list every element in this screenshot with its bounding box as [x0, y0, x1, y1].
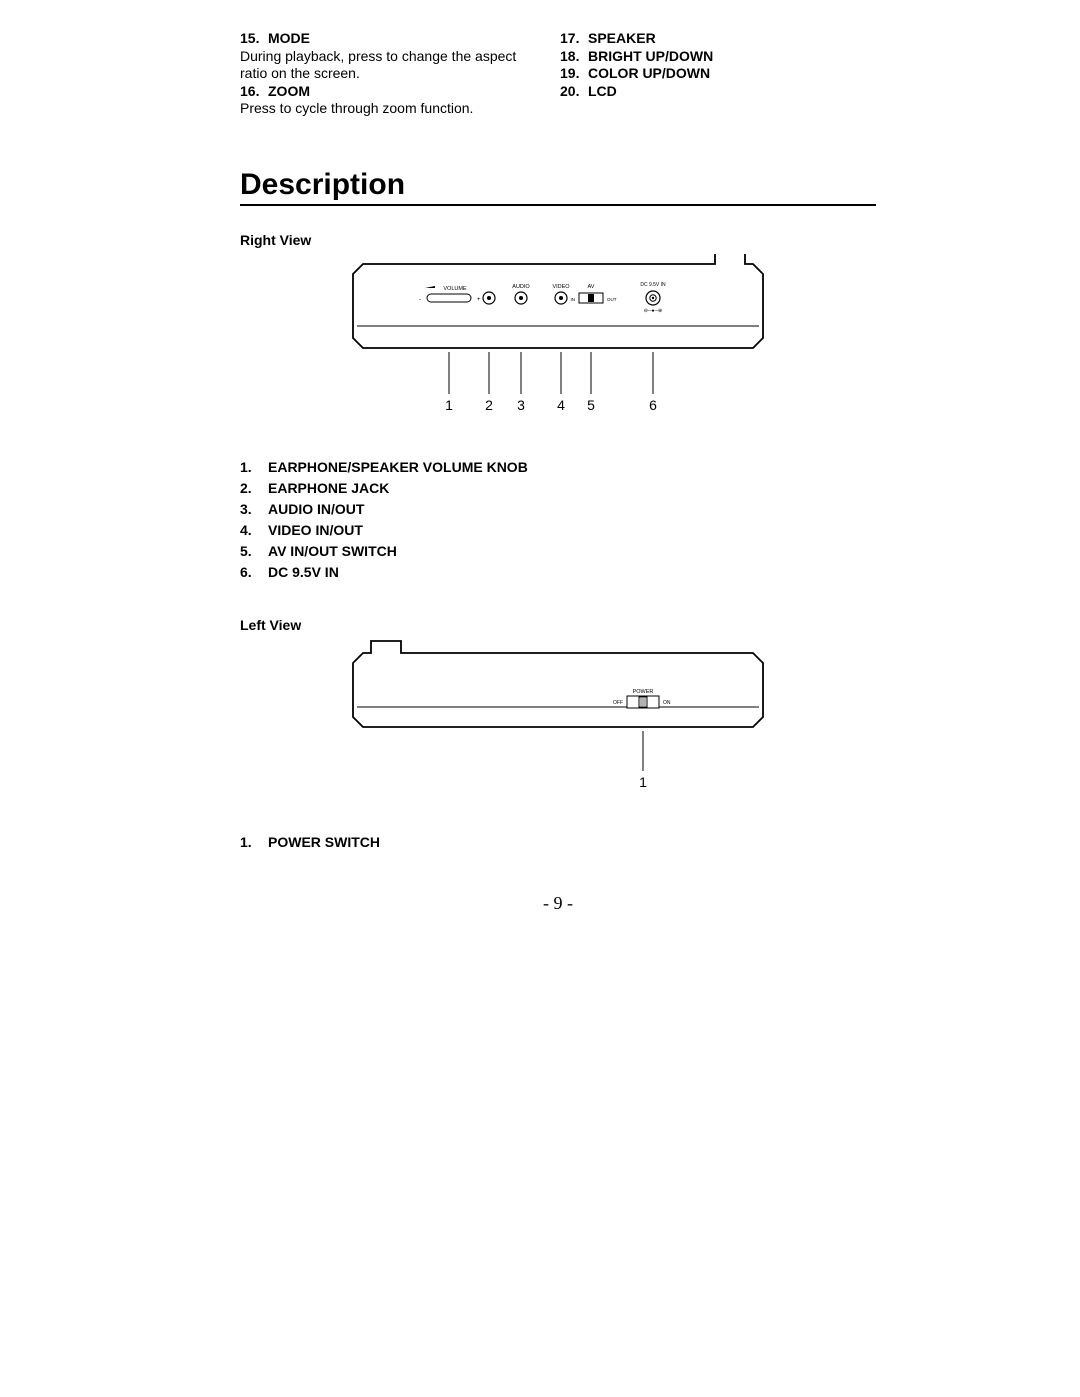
item-number: 3.: [240, 499, 268, 520]
item-number: 15.: [240, 30, 268, 48]
svg-text:+: +: [477, 297, 481, 303]
list-item: 1.EARPHONE/SPEAKER VOLUME KNOB: [240, 457, 876, 478]
content-area: 15. MODE During playback, press to chang…: [240, 30, 876, 914]
right-view-list: 1.EARPHONE/SPEAKER VOLUME KNOB 2.EARPHON…: [240, 457, 876, 583]
page-number: - 9 -: [240, 893, 876, 914]
svg-text:1: 1: [639, 774, 647, 790]
left-view-svg: POWER OFF ON 1: [328, 639, 788, 799]
item-number: 1.: [240, 457, 268, 478]
list-item: 1.POWER SWITCH: [240, 832, 876, 853]
item-18: 18.BRIGHT UP/DOWN: [560, 48, 850, 66]
item-number: 18.: [560, 48, 588, 66]
item-17: 17.SPEAKER: [560, 30, 850, 48]
top-columns: 15. MODE During playback, press to chang…: [240, 30, 876, 118]
svg-text:VIDEO: VIDEO: [552, 284, 570, 290]
svg-text:VOLUME: VOLUME: [443, 286, 467, 292]
item-15: 15. MODE: [240, 30, 530, 48]
svg-text:1: 1: [445, 397, 453, 413]
right-view-title: Right View: [240, 232, 876, 248]
list-item: 4.VIDEO IN/OUT: [240, 520, 876, 541]
svg-text:ON: ON: [663, 700, 671, 706]
left-view-title: Left View: [240, 617, 876, 633]
svg-text:OFF: OFF: [613, 700, 623, 706]
item-19: 19.COLOR UP/DOWN: [560, 65, 850, 83]
list-item: 6.DC 9.5V IN: [240, 562, 876, 583]
item-text: AUDIO IN/OUT: [268, 499, 364, 520]
item-number: 19.: [560, 65, 588, 83]
item-20: 20.LCD: [560, 83, 850, 101]
item-16-body: Press to cycle through zoom function.: [240, 100, 530, 118]
svg-text:6: 6: [649, 397, 657, 413]
item-number: 5.: [240, 541, 268, 562]
svg-text:2: 2: [485, 397, 493, 413]
svg-text:AV: AV: [588, 284, 595, 290]
item-number: 20.: [560, 83, 588, 101]
left-view-list: 1.POWER SWITCH: [240, 832, 876, 853]
item-number: 17.: [560, 30, 588, 48]
section-title: Description: [240, 168, 876, 206]
item-title: ZOOM: [268, 83, 310, 101]
manual-page: 15. MODE During playback, press to chang…: [0, 0, 1080, 1397]
svg-text:-: -: [419, 297, 421, 303]
item-text: VIDEO IN/OUT: [268, 520, 363, 541]
list-item: 5.AV IN/OUT SWITCH: [240, 541, 876, 562]
list-item: 2.EARPHONE JACK: [240, 478, 876, 499]
item-text: DC 9.5V IN: [268, 562, 339, 583]
svg-text:IN: IN: [571, 297, 576, 302]
item-title: LCD: [588, 83, 617, 101]
item-number: 1.: [240, 832, 268, 853]
svg-text:POWER: POWER: [633, 689, 654, 695]
list-item: 3.AUDIO IN/OUT: [240, 499, 876, 520]
item-number: 6.: [240, 562, 268, 583]
item-title: SPEAKER: [588, 30, 656, 48]
item-number: 16.: [240, 83, 268, 101]
item-text: EARPHONE JACK: [268, 478, 389, 499]
svg-text:DC 9.5V IN: DC 9.5V IN: [640, 282, 666, 288]
svg-text:AUDIO: AUDIO: [512, 284, 530, 290]
item-number: 4.: [240, 520, 268, 541]
item-15-body: During playback, press to change the asp…: [240, 48, 530, 83]
left-view-diagram: POWER OFF ON 1: [240, 639, 876, 804]
item-title: BRIGHT UP/DOWN: [588, 48, 713, 66]
item-16: 16. ZOOM: [240, 83, 530, 101]
top-right-column: 17.SPEAKER 18.BRIGHT UP/DOWN 19.COLOR UP…: [530, 30, 850, 118]
item-text: AV IN/OUT SWITCH: [268, 541, 397, 562]
svg-text:⊖─●─⊕: ⊖─●─⊕: [644, 308, 662, 314]
item-text: POWER SWITCH: [268, 832, 380, 853]
svg-text:4: 4: [557, 397, 565, 413]
item-text: EARPHONE/SPEAKER VOLUME KNOB: [268, 457, 528, 478]
item-title: MODE: [268, 30, 310, 48]
right-view-svg: - + VOLUME 1 2 AUDIO 3 VIDEO 4 AV IN OUT 5 DC 9.5V IN…: [328, 254, 788, 424]
right-view-diagram: - + VOLUME 1 2 AUDIO 3 VIDEO 4 AV IN OUT 5 DC 9.5V IN…: [240, 254, 876, 429]
svg-text:OUT: OUT: [607, 297, 617, 302]
svg-text:5: 5: [587, 397, 595, 413]
item-number: 2.: [240, 478, 268, 499]
top-left-column: 15. MODE During playback, press to chang…: [240, 30, 530, 118]
item-title: COLOR UP/DOWN: [588, 65, 710, 83]
svg-text:3: 3: [517, 397, 525, 413]
